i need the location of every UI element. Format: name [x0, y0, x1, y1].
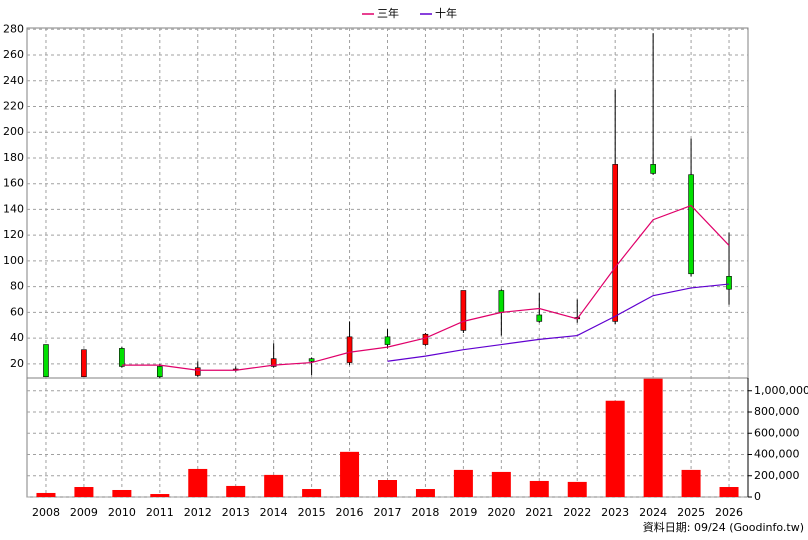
x-tick-label: 2009	[70, 506, 98, 519]
candle-body	[612, 164, 618, 322]
x-tick-label: 2011	[146, 506, 174, 519]
x-tick-label: 2008	[32, 506, 60, 519]
candle-body	[119, 348, 125, 367]
candle-body	[498, 290, 505, 313]
candle-body	[460, 290, 467, 331]
y-tick-label: 180	[3, 151, 24, 164]
series-line	[121, 204, 730, 371]
y-tick-label: 160	[3, 177, 24, 190]
y-tick-label: 40	[10, 331, 24, 344]
candle-body	[650, 164, 656, 174]
x-tick-label: 2014	[260, 506, 288, 519]
y2-tick-label: 1,000,000	[754, 384, 808, 397]
candle-body	[81, 349, 87, 378]
series-line	[387, 283, 730, 362]
y-tick-label: 240	[3, 74, 24, 87]
x-tick-label: 2015	[298, 506, 326, 519]
volume-bar	[719, 487, 739, 497]
source-note: 資料日期: 09/24 (Goodinfo.tw)	[643, 520, 804, 534]
x-tick-label: 2016	[336, 506, 364, 519]
candle-body	[688, 174, 694, 275]
x-tick-label: 2025	[677, 506, 705, 519]
volume-bar	[74, 487, 94, 497]
y-tick-label: 140	[3, 202, 24, 215]
x-tick-label: 2021	[525, 506, 553, 519]
volume-bar	[491, 471, 511, 497]
volume-bar	[378, 480, 397, 497]
y2-tick-label: 200,000	[754, 469, 800, 482]
volume-bar	[415, 489, 435, 497]
candle-body	[270, 358, 277, 367]
y-tick-label: 280	[3, 22, 24, 35]
volume-bar	[529, 480, 549, 497]
volume-bar	[681, 469, 701, 497]
candle-body	[157, 366, 163, 378]
x-tick-label: 2022	[563, 506, 591, 519]
y-tick-label: 120	[3, 228, 24, 241]
volume-bar	[302, 489, 322, 497]
x-tick-label: 2018	[411, 506, 439, 519]
x-tick-label: 2020	[487, 506, 515, 519]
x-tick-label: 2024	[639, 506, 667, 519]
candle-body	[346, 336, 353, 363]
y2-tick-label: 400,000	[754, 448, 800, 461]
volume-bar	[150, 494, 170, 497]
candle-body	[194, 367, 201, 376]
legend-label: 三年	[377, 6, 399, 20]
y-tick-label: 20	[10, 357, 24, 370]
candle-body	[384, 336, 391, 345]
y-tick-label: 200	[3, 125, 24, 138]
x-tick-label: 2017	[374, 506, 402, 519]
y-tick-label: 220	[3, 99, 24, 112]
volume-bar	[226, 485, 246, 497]
volume-bar	[567, 481, 587, 497]
y-tick-label: 80	[10, 280, 24, 293]
volume-bar	[188, 468, 208, 497]
y-tick-label: 100	[3, 254, 24, 267]
y2-tick-label: 0	[754, 490, 761, 503]
x-tick-label: 2023	[601, 506, 629, 519]
volume-bar	[643, 378, 663, 497]
y-tick-label: 60	[10, 305, 24, 318]
candle-body	[43, 344, 49, 378]
candle-body	[536, 314, 543, 322]
x-tick-label: 2013	[222, 506, 250, 519]
volume-bar	[112, 489, 132, 497]
legend-label: 十年	[435, 6, 457, 20]
x-tick-label: 2019	[449, 506, 477, 519]
x-tick-label: 2010	[108, 506, 136, 519]
volume-bar	[36, 492, 56, 497]
x-tick-label: 2026	[715, 506, 743, 519]
y2-tick-label: 600,000	[754, 426, 800, 439]
volume-bar	[340, 451, 360, 497]
candle-body	[726, 276, 732, 290]
volume-bar	[453, 469, 473, 497]
volume-bar	[605, 400, 625, 497]
candle-body	[422, 333, 429, 345]
candle-body	[308, 358, 315, 362]
y-tick-label: 260	[3, 48, 24, 61]
volume-bar	[264, 474, 284, 497]
x-tick-label: 2012	[184, 506, 212, 519]
y2-tick-label: 800,000	[754, 405, 800, 418]
